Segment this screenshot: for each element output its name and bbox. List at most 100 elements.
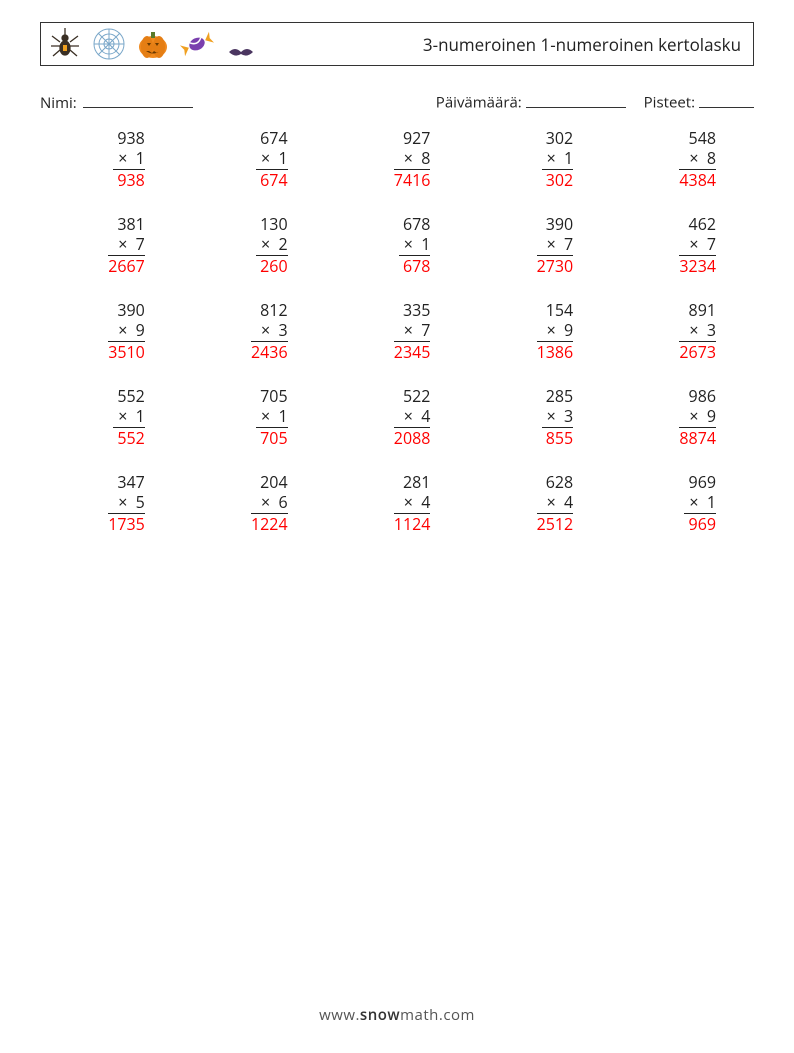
multiplicand: 628 (537, 472, 574, 492)
answer: 1735 (108, 514, 145, 534)
multiplier-row: × 4 (394, 406, 431, 428)
multiplicand: 335 (394, 300, 431, 320)
answer: 2667 (108, 256, 145, 276)
name-blank[interactable] (83, 90, 193, 108)
multiplicand: 812 (251, 300, 288, 320)
multiplier-row: × 2 (256, 234, 288, 256)
multiplicand: 302 (542, 128, 574, 148)
multiplicand: 390 (537, 214, 574, 234)
problem: 891× 32673 (611, 300, 754, 362)
problem: 522× 42088 (326, 386, 469, 448)
problem: 302× 1 302 (468, 128, 611, 190)
multiplicand: 674 (256, 128, 288, 148)
problem: 381× 72667 (40, 214, 183, 276)
header-icons (47, 26, 259, 62)
problem: 705× 1 705 (183, 386, 326, 448)
answer: 2436 (251, 342, 288, 362)
multiplier-row: × 1 (256, 406, 288, 428)
answer: 705 (256, 428, 288, 448)
footer-brand: snοw (360, 1005, 400, 1025)
multiplicand: 462 (679, 214, 716, 234)
answer: 302 (542, 170, 574, 190)
header: 3-numeroinen 1-numeroinen kertolasku (40, 22, 754, 66)
score-blank[interactable] (699, 90, 754, 108)
multiplicand: 281 (394, 472, 431, 492)
problem: 281× 41124 (326, 472, 469, 534)
problem: 130× 2 260 (183, 214, 326, 276)
meta-row: Nimi: Päivämäärä: Pisteet: (40, 90, 754, 113)
date-blank[interactable] (526, 90, 626, 108)
moon-bat-icon (223, 26, 259, 62)
score-label: Pisteet: (644, 93, 695, 113)
problem: 927× 87416 (326, 128, 469, 190)
worksheet-page: 3-numeroinen 1-numeroinen kertolasku Nim… (0, 0, 794, 1053)
worksheet-title: 3-numeroinen 1-numeroinen kertolasku (423, 33, 741, 56)
multiplicand: 678 (399, 214, 431, 234)
answer: 3510 (108, 342, 145, 362)
multiplier-row: × 9 (537, 320, 574, 342)
multiplicand: 130 (256, 214, 288, 234)
multiplier-row: × 9 (108, 320, 145, 342)
problem: 154× 91386 (468, 300, 611, 362)
multiplier-row: × 1 (256, 148, 288, 170)
answer: 1386 (537, 342, 574, 362)
multiplicand: 705 (256, 386, 288, 406)
multiplier-row: × 7 (537, 234, 574, 256)
answer: 2345 (394, 342, 431, 362)
pumpkin-icon (135, 26, 171, 62)
footer-suffix: math.com (400, 1005, 475, 1025)
multiplicand: 204 (251, 472, 288, 492)
multiplicand: 548 (679, 128, 716, 148)
multiplier-row: × 8 (394, 148, 431, 170)
multiplier-row: × 7 (394, 320, 431, 342)
multiplier-row: × 5 (108, 492, 145, 514)
problem: 204× 61224 (183, 472, 326, 534)
multiplier-row: × 1 (113, 406, 145, 428)
multiplier-row: × 3 (679, 320, 716, 342)
answer: 8874 (679, 428, 716, 448)
answer: 2673 (679, 342, 716, 362)
problem: 812× 32436 (183, 300, 326, 362)
problem: 335× 72345 (326, 300, 469, 362)
problem: 347× 51735 (40, 472, 183, 534)
answer: 674 (256, 170, 288, 190)
answer: 552 (113, 428, 145, 448)
multiplicand: 969 (684, 472, 716, 492)
multiplier-row: × 8 (679, 148, 716, 170)
multiplicand: 938 (113, 128, 145, 148)
multiplicand: 381 (108, 214, 145, 234)
problem: 986× 98874 (611, 386, 754, 448)
multiplicand: 285 (542, 386, 574, 406)
multiplier-row: × 4 (537, 492, 574, 514)
answer: 3234 (679, 256, 716, 276)
multiplier-row: × 3 (542, 406, 574, 428)
answer: 2730 (537, 256, 574, 276)
multiplier-row: × 4 (394, 492, 431, 514)
name-label: Nimi: (40, 93, 77, 113)
multiplier-row: × 7 (679, 234, 716, 256)
multiplier-row: × 1 (542, 148, 574, 170)
multiplicand: 927 (394, 128, 431, 148)
footer: www.snοwmath.com (0, 1005, 794, 1025)
problem: 969× 1 969 (611, 472, 754, 534)
multiplicand: 891 (679, 300, 716, 320)
answer: 1224 (251, 514, 288, 534)
problem: 390× 72730 (468, 214, 611, 276)
date-label: Päivämäärä: (436, 93, 522, 113)
answer: 4384 (679, 170, 716, 190)
answer: 2512 (537, 514, 574, 534)
answer: 7416 (394, 170, 431, 190)
problem: 938× 1 938 (40, 128, 183, 190)
multiplicand: 522 (394, 386, 431, 406)
problem: 628× 42512 (468, 472, 611, 534)
candy-icon (179, 26, 215, 62)
problem: 678× 1 678 (326, 214, 469, 276)
problem: 285× 3 855 (468, 386, 611, 448)
footer-prefix: www. (319, 1005, 360, 1025)
answer: 969 (684, 514, 716, 534)
multiplier-row: × 6 (251, 492, 288, 514)
multiplicand: 390 (108, 300, 145, 320)
problem: 548× 84384 (611, 128, 754, 190)
multiplicand: 552 (113, 386, 145, 406)
problem-grid: 938× 1 938 674× 1 674 927× 87416 302× 1 … (40, 128, 754, 534)
